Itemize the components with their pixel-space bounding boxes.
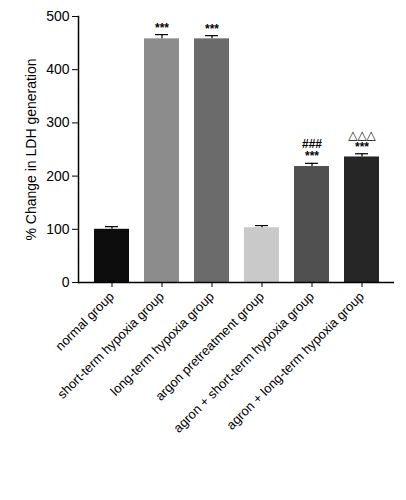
- svg-text:0: 0: [62, 274, 70, 290]
- svg-text:△△△***: △△△***: [348, 128, 376, 154]
- svg-text:200: 200: [46, 168, 70, 184]
- svg-text:***: ***: [155, 21, 169, 35]
- svg-text:***: ***: [205, 22, 219, 36]
- svg-text:500: 500: [46, 8, 70, 24]
- svg-text:###***: ###***: [302, 137, 322, 163]
- svg-text:300: 300: [46, 114, 70, 130]
- svg-text:100: 100: [46, 221, 70, 237]
- svg-text:argon pretreatment group: argon pretreatment group: [152, 288, 268, 404]
- svg-text:agron + short-term hypoxia gro: agron + short-term hypoxia group: [170, 288, 318, 436]
- svg-text:long-term hypoxia group: long-term hypoxia group: [107, 288, 218, 399]
- svg-text:400: 400: [46, 61, 70, 77]
- svg-text:% Change in LDH generation: % Change in LDH generation: [23, 58, 39, 240]
- svg-text:normal group: normal group: [52, 288, 118, 354]
- svg-text:short-term hypoxia group: short-term hypoxia group: [54, 288, 168, 402]
- svg-text:agron + long-term hypoxia grou: agron + long-term hypoxia group: [223, 289, 367, 433]
